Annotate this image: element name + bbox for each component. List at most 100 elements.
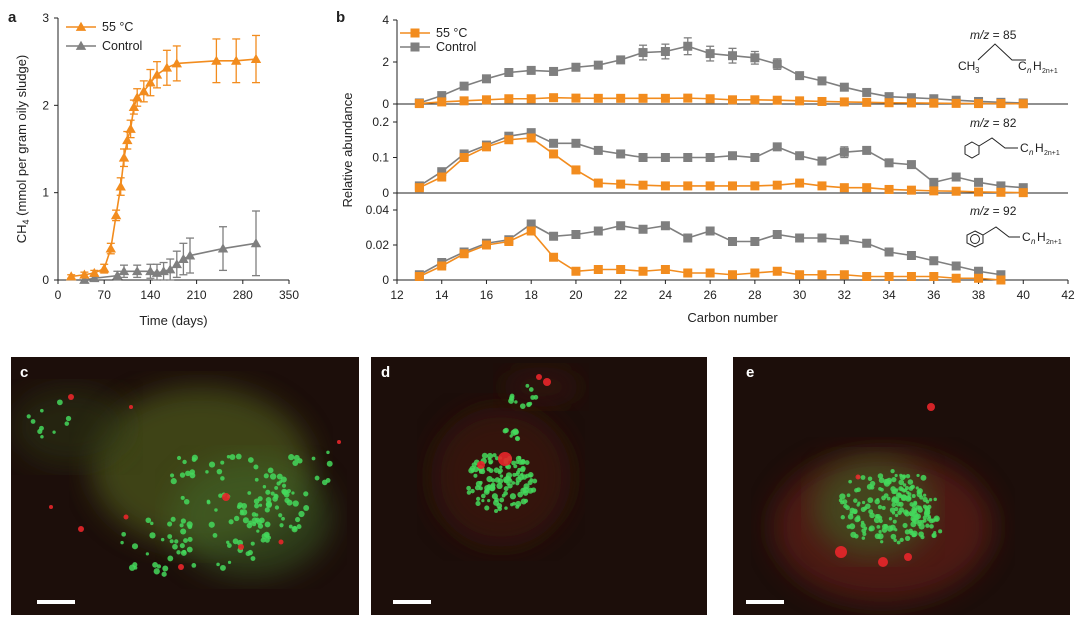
data-point [817, 96, 827, 106]
data-point [772, 142, 782, 152]
green-cell [924, 507, 931, 513]
green-cell [132, 562, 138, 568]
data-point [250, 238, 262, 248]
green-cell [501, 493, 506, 498]
data-point [184, 250, 196, 260]
legend-label: 55 °C [102, 20, 133, 34]
green-cell [927, 514, 932, 519]
x-tick-label: 16 [480, 288, 494, 302]
green-cell [886, 496, 891, 501]
green-cell [254, 503, 260, 509]
green-cell [524, 473, 530, 479]
data-point [795, 178, 805, 188]
green-cell [232, 538, 239, 545]
green-cell [311, 456, 316, 461]
data-point [660, 93, 670, 103]
green-cell [478, 468, 483, 473]
green-cell [512, 472, 517, 477]
green-cell [925, 511, 930, 516]
green-cell [520, 498, 527, 505]
green-cell [891, 477, 897, 483]
data-point [250, 53, 262, 63]
green-cell [466, 490, 472, 495]
data-point [459, 249, 469, 259]
green-cell [886, 525, 894, 532]
green-cell [840, 515, 845, 520]
green-cell [131, 543, 139, 550]
green-cell [847, 513, 854, 520]
x-axis-label: Time (days) [139, 313, 207, 328]
bond-line [982, 226, 1020, 238]
structure-text: 2n+1 [1042, 68, 1058, 75]
green-cell [875, 513, 881, 519]
data-point [660, 221, 670, 231]
data-point [549, 66, 559, 76]
green-cell [898, 486, 904, 491]
data-point [951, 172, 961, 182]
data-point [138, 86, 149, 96]
green-cell [220, 564, 226, 571]
data-point [571, 266, 581, 276]
data-point [481, 240, 491, 250]
data-point [996, 275, 1006, 285]
data-point [638, 93, 648, 103]
data-point [593, 60, 603, 70]
green-cell [503, 476, 509, 483]
data-point [974, 187, 984, 197]
green-cell [503, 486, 509, 492]
panel-label-b: b [336, 9, 345, 26]
data-point [750, 153, 760, 162]
green-cell [226, 543, 232, 548]
data-point [705, 153, 715, 162]
x-tick-label: 70 [98, 288, 112, 302]
structure-text: n [1031, 237, 1036, 246]
data-point [750, 181, 760, 191]
green-cell [216, 562, 220, 567]
data-point [504, 135, 514, 145]
green-cell [920, 474, 927, 481]
green-cell [281, 483, 287, 488]
bond-line [977, 43, 1026, 61]
green-cell [187, 524, 193, 530]
green-cell [186, 546, 193, 553]
green-cell [852, 508, 858, 515]
data-point [750, 53, 760, 63]
structure-text: 3 [975, 66, 980, 75]
data-point [616, 55, 626, 65]
green-cell [251, 521, 257, 527]
data-point [683, 233, 693, 243]
green-cell [247, 549, 253, 556]
red-cell [278, 539, 284, 545]
data-point [110, 210, 122, 220]
y-tick-label: 2 [42, 98, 49, 112]
green-cell [499, 474, 504, 478]
green-cell [282, 489, 289, 496]
green-cell [478, 486, 483, 491]
data-point [839, 82, 849, 92]
green-cell [938, 529, 943, 534]
data-point [211, 55, 222, 65]
green-cell [898, 479, 905, 486]
green-cell [494, 508, 499, 513]
micrograph-c: c [11, 357, 359, 615]
green-cell [508, 398, 514, 404]
red-cell [222, 493, 230, 501]
green-cell [257, 496, 263, 502]
green-cell [292, 500, 299, 507]
green-cell [265, 497, 272, 503]
data-point [79, 269, 90, 279]
green-cell [891, 489, 896, 495]
data-point [178, 253, 189, 263]
data-point [660, 265, 670, 274]
green-cell [499, 497, 505, 503]
data-point [414, 99, 424, 109]
green-cell [512, 501, 516, 506]
data-point [906, 185, 916, 195]
ring-icon [964, 141, 980, 159]
green-cell [52, 430, 56, 434]
green-cell [504, 506, 508, 510]
data-point [660, 47, 670, 56]
mz-label: m/z = 92 [970, 204, 1017, 218]
data-point [929, 98, 939, 108]
mz-label: m/z = 82 [970, 116, 1017, 130]
